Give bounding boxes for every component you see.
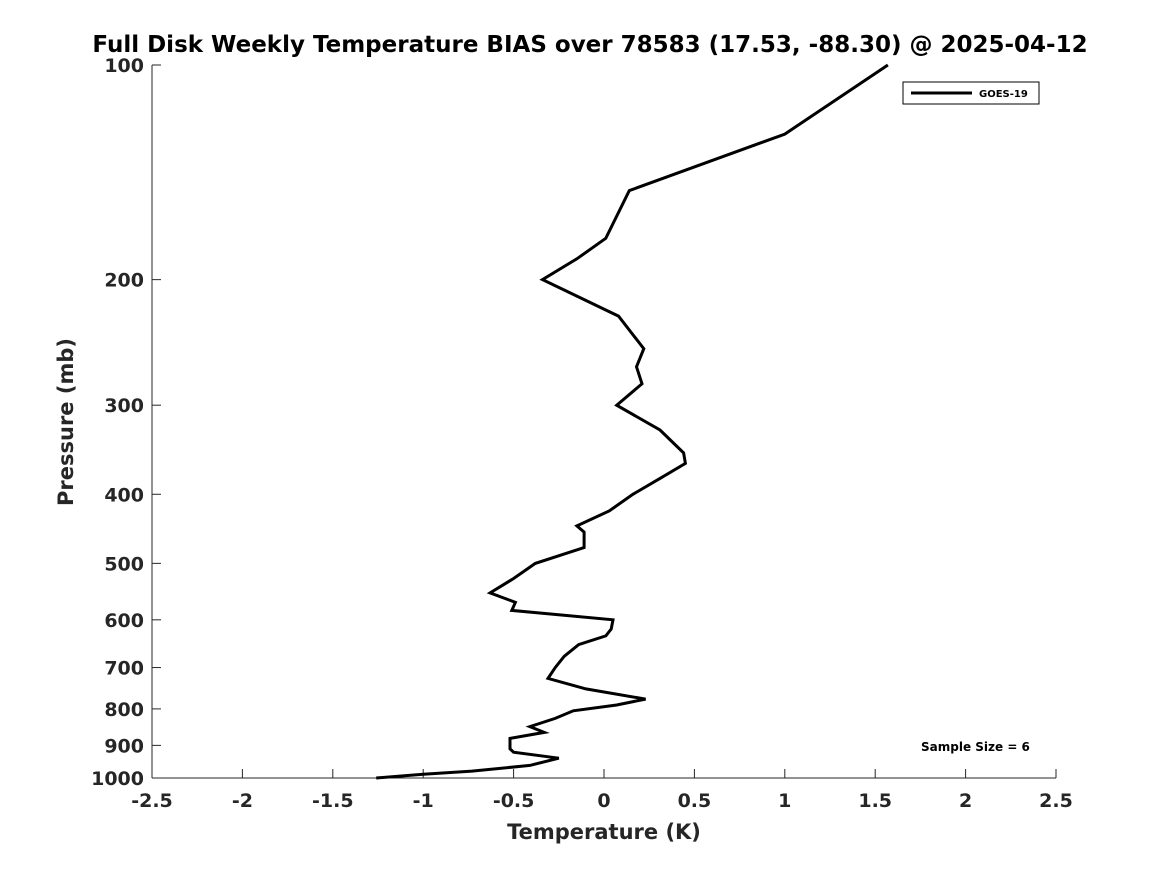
sample-size-annotation: Sample Size = 6 — [921, 740, 1030, 754]
x-tick-label: -2 — [232, 790, 253, 812]
legend: GOES-19 — [902, 81, 1040, 105]
x-tick-label: 1 — [778, 790, 791, 812]
y-tick-label: 1000 — [91, 768, 144, 790]
x-tick-label: 1.5 — [858, 790, 892, 812]
y-tick-label: 100 — [104, 55, 144, 77]
y-tick-label: 900 — [104, 735, 144, 757]
plot-axes — [151, 65, 1056, 779]
series-line-goes-19 — [376, 63, 889, 780]
x-tick-label: 0.5 — [678, 790, 712, 812]
y-tick-label: 500 — [104, 553, 144, 575]
y-tick-label: 200 — [104, 270, 144, 292]
x-axis-label: Temperature (K) — [507, 820, 701, 844]
series-layer — [376, 63, 889, 780]
x-tick-label: -0.5 — [493, 790, 535, 812]
y-tick-label: 600 — [104, 610, 144, 632]
x-tick-label: 2 — [959, 790, 972, 812]
x-tick-label: -1 — [413, 790, 434, 812]
x-axis-ticks: -2.5 -2 -1.5 -1 -0.5 0 0.5 1 1.5 2 2.5 — [131, 769, 1073, 812]
y-tick-label: 700 — [104, 658, 144, 680]
chart-title: Full Disk Weekly Temperature BIAS over 7… — [92, 32, 1087, 58]
y-tick-label: 800 — [104, 699, 144, 721]
y-axis-label: Pressure (mb) — [54, 338, 78, 506]
y-tick-label: 300 — [104, 395, 144, 417]
x-tick-label: -1.5 — [312, 790, 354, 812]
x-tick-label: 0 — [597, 790, 610, 812]
x-tick-label: -2.5 — [131, 790, 173, 812]
y-tick-label: 400 — [104, 484, 144, 506]
x-tick-label: 2.5 — [1039, 790, 1073, 812]
legend-label-goes-19: GOES-19 — [979, 89, 1028, 100]
y-axis-ticks: 100 200 300 400 500 600 700 800 900 1000 — [91, 55, 161, 790]
